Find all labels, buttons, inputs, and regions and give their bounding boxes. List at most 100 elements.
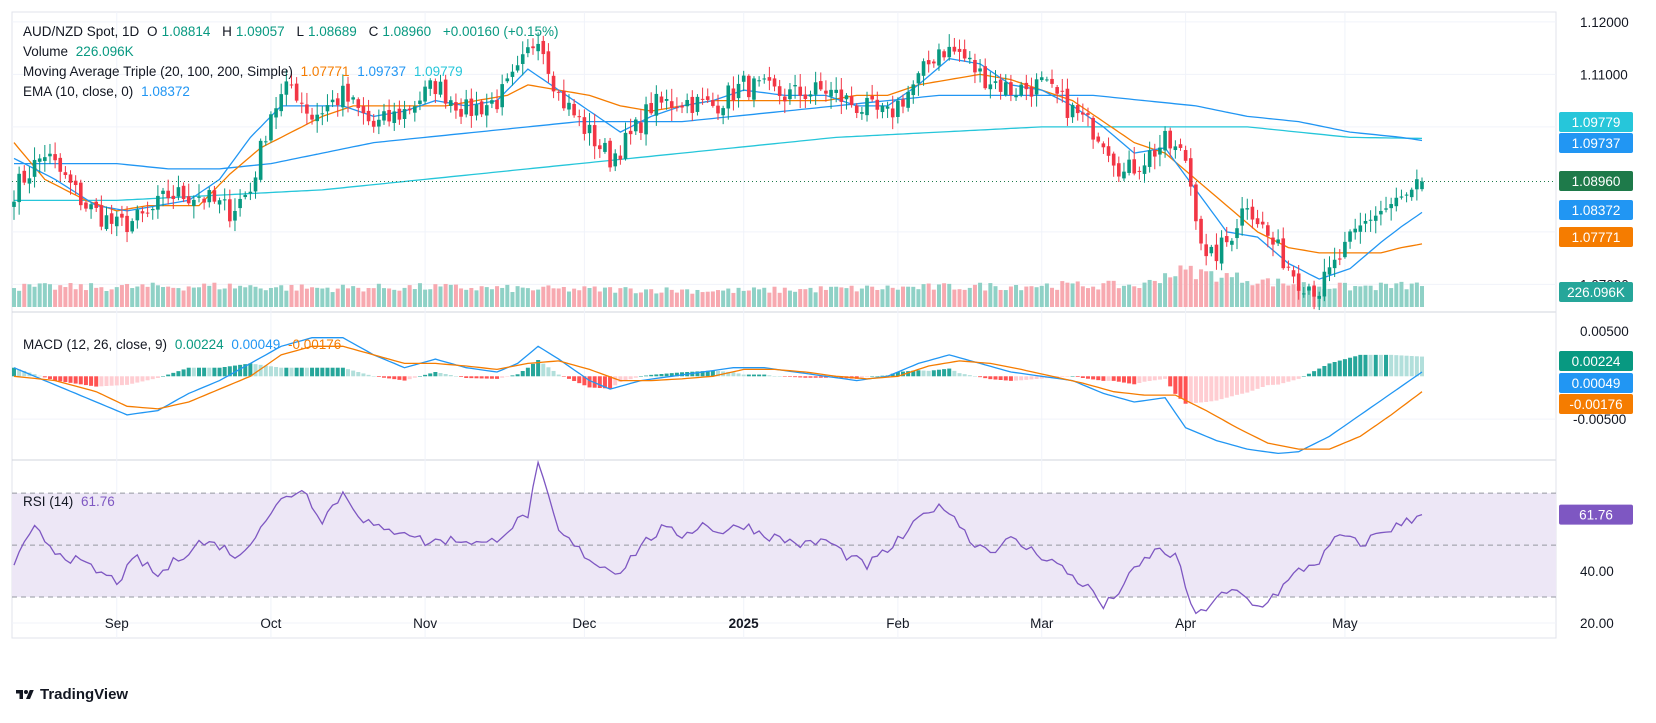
candle-body [680, 105, 684, 108]
candle [68, 170, 73, 195]
volume-bars [12, 265, 1424, 307]
volume-bar [710, 291, 715, 307]
candle [1409, 187, 1414, 201]
volume-bar [525, 288, 530, 307]
candle [757, 76, 761, 87]
volume-bar [1414, 282, 1419, 307]
price-label-text: 1.08372 [1572, 203, 1621, 218]
candle [803, 86, 808, 109]
candle [824, 80, 828, 102]
macd-histogram-bar [1332, 362, 1337, 377]
x-tick-label: Mar [1030, 616, 1054, 631]
candle [901, 94, 905, 114]
candle [274, 97, 278, 130]
macd-histogram-bar [53, 376, 58, 381]
macd-histogram-bar [428, 373, 433, 377]
candle [1075, 97, 1080, 121]
candle-body [942, 51, 946, 58]
macd-histogram-bar [340, 367, 345, 377]
candle [716, 94, 720, 121]
candle-body [1055, 87, 1059, 94]
candle [228, 189, 232, 228]
macd-histogram-bar [644, 375, 649, 377]
volume-bar [900, 286, 905, 307]
candle [1384, 196, 1388, 213]
volume-bar [942, 283, 947, 307]
candle [556, 89, 561, 101]
candle-body [53, 154, 57, 161]
candle-body [505, 78, 510, 82]
candle [1055, 84, 1059, 104]
candle-body [294, 83, 299, 101]
candle-body [1096, 136, 1101, 142]
macd-histogram-bar [1296, 376, 1301, 379]
candle-body [978, 68, 982, 72]
macd-histogram-bar [1265, 376, 1270, 386]
volume-bar [284, 290, 289, 307]
volume-bar [104, 291, 109, 307]
volume-bar [63, 287, 68, 307]
candle-body [202, 198, 206, 203]
volume-bar [803, 289, 808, 307]
volume-bar [222, 288, 227, 307]
candle-body [192, 199, 196, 206]
candle-body [341, 85, 345, 108]
candle [942, 49, 946, 61]
candle [464, 89, 469, 118]
macd-signal-value: -0.00176 [287, 337, 342, 352]
macd-histogram-bar [700, 371, 705, 377]
volume-bar [495, 286, 500, 307]
macd-histogram-bar [505, 376, 510, 377]
price-label: 61.76 [1559, 504, 1633, 525]
candle [911, 80, 916, 104]
candle [443, 74, 448, 109]
candle-body [73, 180, 78, 186]
macd-histogram-bar [227, 366, 232, 377]
candle-body [1050, 78, 1054, 84]
macd-histogram-bar [1157, 376, 1162, 380]
volume-bar [58, 285, 63, 307]
candle [526, 39, 530, 58]
candle [1332, 247, 1337, 277]
candle-body [1327, 267, 1332, 275]
candle-body [752, 78, 756, 100]
volume-bar [135, 286, 140, 307]
candle-body [1127, 159, 1131, 173]
candle [880, 102, 885, 119]
candle [875, 91, 880, 119]
candle [1060, 78, 1065, 103]
candle [1147, 141, 1152, 173]
volume-bar [952, 289, 957, 307]
macd-histogram-bar [1229, 376, 1234, 397]
candle [1415, 169, 1419, 201]
candle-body [716, 105, 720, 114]
candle [685, 93, 689, 114]
volume-bar [1121, 285, 1126, 307]
candle-body [248, 191, 253, 194]
volume-bar [875, 289, 880, 307]
candle-body [839, 89, 844, 102]
macd-histogram-bar [520, 371, 525, 377]
tradingview-logo[interactable]: TradingView [14, 686, 128, 703]
macd-histogram-bar [1306, 373, 1311, 377]
candle [1009, 74, 1013, 102]
macd-histogram-bar [381, 376, 386, 378]
candle-body [1081, 112, 1085, 115]
price-label: 0.00224 [1559, 351, 1633, 371]
candle [505, 73, 510, 84]
volume-bar [17, 290, 22, 307]
candle-body [161, 190, 165, 194]
macd-histogram-bar [1132, 376, 1137, 385]
candle [248, 182, 253, 201]
candle-body [562, 90, 566, 109]
candle-body [577, 116, 582, 118]
candle-body [22, 170, 27, 183]
candle-body [1337, 258, 1342, 260]
macd-histogram-bar [330, 367, 335, 377]
candle [53, 142, 57, 169]
volume-bar [114, 287, 119, 307]
candle [572, 99, 576, 118]
macd-histogram-bar [1373, 354, 1378, 377]
candle-body [813, 82, 818, 95]
candle-body [1214, 244, 1219, 262]
